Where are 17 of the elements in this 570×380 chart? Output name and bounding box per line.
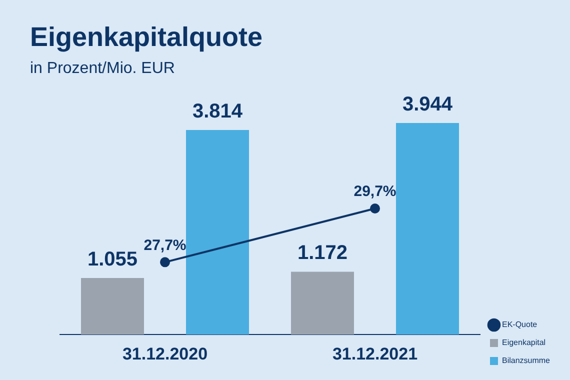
data-label: 1.172 [297, 242, 348, 264]
legend-label: EK-Quote [502, 320, 538, 330]
x-tick-label: 31.12.2020 [122, 344, 208, 364]
chart-subtitle: in Prozent/Mio. EUR [30, 60, 175, 78]
bar [290, 272, 354, 335]
data-label: 27,7% [144, 236, 186, 254]
data-label: 29,7% [354, 183, 396, 200]
data-label: 1.055 [87, 248, 138, 271]
bar [186, 130, 249, 335]
legend-label: Eigenkapital [502, 338, 546, 348]
data-label: 3.944 [402, 94, 454, 116]
bar [396, 123, 459, 335]
chart-title: Eigenkapitalquote [30, 22, 263, 53]
x-tick-label: 31.12.2021 [332, 344, 418, 364]
legend-label: Bilanzsumme [502, 356, 551, 366]
data-label: 3.814 [192, 100, 244, 122]
bar [81, 278, 144, 335]
